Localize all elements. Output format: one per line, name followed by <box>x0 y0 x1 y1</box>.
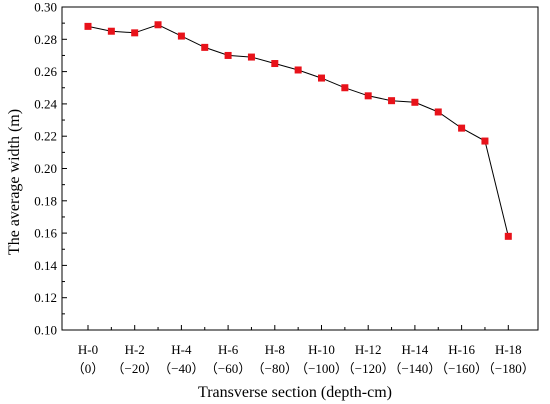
axes <box>61 6 539 331</box>
data-point <box>481 137 489 145</box>
y-tick-label: 0.18 <box>34 193 57 208</box>
data-point <box>458 124 466 132</box>
data-point <box>107 27 115 35</box>
x-tick-label: H-18 <box>495 342 522 357</box>
x-tick-sublabel: （−80） <box>252 361 298 376</box>
y-tick-label: 0.10 <box>34 323 57 338</box>
data-point <box>504 232 512 240</box>
x-tick-label: H-16 <box>448 342 475 357</box>
data-point <box>271 60 279 68</box>
x-tick-sublabel: （−20） <box>112 361 158 376</box>
x-tick-sublabel: （−100） <box>295 361 348 376</box>
x-tick-sublabel: （−40） <box>158 361 204 376</box>
y-axis-title: The average width (m) <box>6 109 23 255</box>
data-point <box>177 32 185 40</box>
data-point <box>318 74 325 82</box>
y-tick-label: 0.16 <box>34 226 57 241</box>
x-tick-label: H-12 <box>355 342 382 357</box>
data-point <box>247 53 255 61</box>
y-axis-ticks: 0.10 0.12 0.14 0.16 0.18 0.20 0.22 0.24 0.26 0.28… <box>34 0 67 338</box>
x-axis-title: Transverse section (depth-cm) <box>198 384 392 401</box>
y-tick-label: 0.12 <box>34 290 57 305</box>
series-markers <box>84 21 512 240</box>
x-tick-sublabel: （−160） <box>435 361 488 376</box>
data-point <box>131 29 139 37</box>
y-tick-label: 0.28 <box>34 32 57 47</box>
data-point <box>201 43 209 51</box>
data-point <box>154 21 162 29</box>
x-tick-label: H-6 <box>218 342 239 357</box>
data-point <box>434 108 442 116</box>
data-point <box>294 66 302 74</box>
data-point <box>224 51 232 59</box>
data-point <box>364 92 372 100</box>
x-tick-sublabel: （−140） <box>388 361 441 376</box>
x-tick-sublabel: （−180） <box>482 361 535 376</box>
y-tick-label: 0.14 <box>34 258 57 273</box>
plot-frame <box>61 6 539 331</box>
x-tick-label: H-4 <box>171 342 192 357</box>
x-tick-label: H-14 <box>402 342 429 357</box>
x-tick-label: H-2 <box>125 342 145 357</box>
x-tick-sublabel: （−60） <box>205 361 251 376</box>
data-point <box>388 97 396 105</box>
x-tick-sublabel: （−120） <box>342 361 395 376</box>
series-line <box>87 24 509 237</box>
x-tick-label: H-10 <box>308 342 335 357</box>
x-tick-label: H-0 <box>78 342 98 357</box>
data-point <box>84 22 92 30</box>
x-axis-ticks: H-0 （0） H-2 （−20） H-4 （−40） H-6 （−60） H-8 （−80） H-… <box>72 325 535 376</box>
y-tick-label: 0.24 <box>34 96 57 111</box>
data-point <box>341 84 349 92</box>
y-tick-label: 0.20 <box>34 161 57 176</box>
y-tick-label: 0.30 <box>34 0 57 15</box>
data-point <box>411 98 419 106</box>
y-tick-label: 0.22 <box>34 129 57 144</box>
y-tick-label: 0.26 <box>34 64 57 79</box>
x-tick-sublabel: （0） <box>72 361 105 376</box>
x-tick-label: H-8 <box>265 342 285 357</box>
